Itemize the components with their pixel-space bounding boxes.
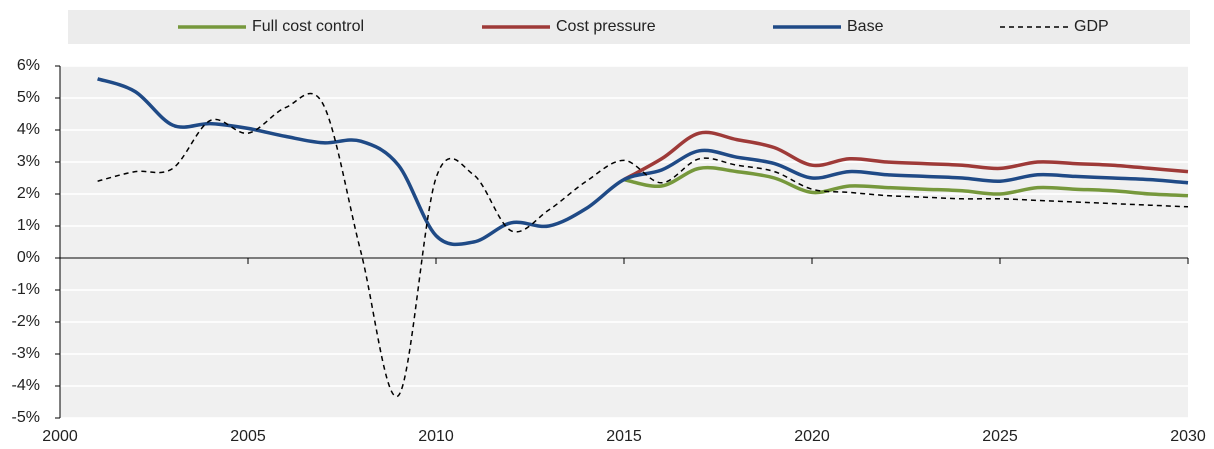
x-tick-label: 2015 <box>606 428 642 445</box>
legend-label: Cost pressure <box>556 18 656 35</box>
x-tick-label: 2010 <box>418 428 454 445</box>
x-tick-label: 2000 <box>42 428 78 445</box>
y-tick-label: -2% <box>12 313 40 330</box>
y-tick-label: 6% <box>17 57 40 74</box>
x-tick-label: 2020 <box>794 428 830 445</box>
y-tick-label: 2% <box>17 185 40 202</box>
y-tick-label: 1% <box>17 217 40 234</box>
series-line <box>623 130 1189 182</box>
y-tick-label: -4% <box>12 377 40 394</box>
x-tick-label: 2025 <box>982 428 1018 445</box>
plot-background <box>60 66 1188 418</box>
x-tick-label: 2030 <box>1170 428 1206 445</box>
y-tick-label: -5% <box>12 409 40 426</box>
x-tick-label: 2005 <box>230 428 266 445</box>
series-line <box>623 165 1189 198</box>
series-line <box>97 92 1189 398</box>
y-tick-label: 5% <box>17 89 40 106</box>
series-line <box>97 77 1189 247</box>
y-tick-label: 4% <box>17 121 40 138</box>
legend-label: Full cost control <box>252 18 364 35</box>
y-tick-label: -1% <box>12 281 40 298</box>
y-tick-label: 0% <box>17 249 40 266</box>
legend-label: GDP <box>1074 18 1109 35</box>
legend-label: Base <box>847 18 884 35</box>
y-tick-label: 3% <box>17 153 40 170</box>
y-tick-label: -3% <box>12 345 40 362</box>
